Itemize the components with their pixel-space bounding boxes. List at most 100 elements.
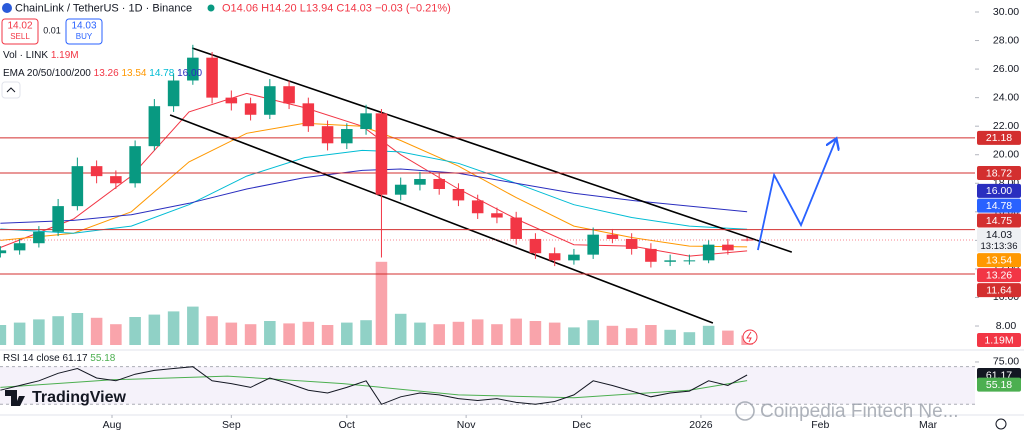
x-tick-label: Dec	[572, 419, 591, 431]
candle-body	[360, 113, 372, 130]
candle-body	[206, 57, 218, 98]
ema-value: 16.00	[177, 68, 202, 79]
watermark: Coinpedia Fintech Ne...	[760, 401, 959, 422]
price-tag-label: 13.26	[986, 269, 1012, 281]
volume-bar	[433, 324, 445, 345]
volume-bar	[225, 322, 238, 345]
y-tick-label: 28.00	[993, 34, 1019, 46]
ohlc-legend: O14.06 H14.20 L13.94 C14.03 −0.03 (−0.21…	[222, 2, 451, 14]
candle-body	[510, 217, 522, 239]
x-tick-label: Oct	[339, 419, 355, 431]
candle-body	[283, 86, 295, 104]
candle-body	[244, 103, 257, 115]
price-tag-label: 18.72	[986, 167, 1012, 179]
y-tick-label: 20.00	[993, 149, 1019, 161]
settings-icon[interactable]	[995, 418, 1007, 430]
volume-bar	[90, 317, 103, 345]
candle-body	[568, 254, 580, 261]
candle-body	[625, 238, 638, 249]
projection-path	[757, 140, 836, 251]
buy-label: BUY	[76, 32, 93, 41]
volume-bar	[302, 321, 315, 345]
volume-bar	[13, 322, 26, 345]
price-tag-label: 14.78	[986, 200, 1012, 212]
event-icon[interactable]	[742, 329, 758, 345]
price-tag-label: 16.00	[986, 185, 1012, 197]
volume-title: Vol · LINK	[3, 50, 48, 61]
symbol-title: ChainLink / TetherUS · 1D · Binance	[15, 2, 192, 14]
candle-body	[13, 243, 26, 251]
candle-body	[148, 106, 161, 147]
rsi-band-fill	[0, 366, 975, 405]
x-tick-label: 2026	[689, 419, 713, 431]
volume-tag-label: 1.19M	[984, 334, 1013, 346]
y-tick-label: 24.00	[993, 91, 1019, 103]
buy-button[interactable]	[65, 18, 103, 45]
volume-tag	[977, 333, 1021, 347]
open: O14.06	[222, 2, 258, 14]
price-tag-label: 14.75	[986, 215, 1012, 227]
price-tag	[977, 228, 1021, 253]
volume-bar	[167, 311, 180, 345]
candle-body	[645, 248, 657, 262]
candle-body	[264, 86, 276, 115]
rsi-ma-line	[0, 375, 748, 399]
rsi-value: 61.17	[62, 353, 87, 364]
volume-bar	[722, 330, 734, 345]
candle-body	[664, 260, 676, 262]
channel-line	[169, 114, 714, 324]
ema-legend: EMA 20/50/100/200 13.26 13.54 14.78 16.0…	[3, 68, 203, 79]
volume-bar	[360, 320, 372, 345]
price-tag-label: 11.64	[986, 284, 1012, 296]
volume-bar	[33, 319, 45, 345]
candle-body	[702, 244, 715, 261]
volume-bar	[471, 319, 484, 345]
volume-bar	[283, 323, 295, 345]
x-tick-label: Sep	[222, 419, 241, 431]
price-tag	[977, 283, 1021, 298]
volume-bar	[606, 325, 619, 345]
price-tag-label: 13.54	[986, 254, 1012, 266]
volume-bar	[129, 317, 141, 345]
volume-bar	[548, 322, 561, 345]
volume-bar	[664, 329, 676, 345]
ema-value: 13.54	[121, 68, 146, 79]
candle-body	[90, 166, 103, 177]
ema-line	[0, 92, 748, 257]
sell-button[interactable]	[1, 18, 39, 45]
sell-price: 14.02	[7, 21, 32, 32]
volume-bar	[510, 318, 522, 345]
volume-bar	[341, 322, 353, 345]
volume-bar	[244, 324, 257, 345]
candle-body	[129, 146, 141, 184]
y-tick-label: 26.00	[993, 63, 1019, 75]
volume-bar	[625, 328, 638, 345]
rsi-line	[0, 366, 748, 405]
x-tick-label: Aug	[103, 419, 122, 431]
volume-bar	[491, 324, 503, 345]
rsi-ma-tag-label: 55.18	[986, 379, 1012, 391]
volume-bar	[587, 320, 599, 345]
volume-bar	[529, 321, 542, 345]
volume-bar	[321, 325, 334, 345]
volume-bar	[394, 313, 407, 345]
y-tick-label: 8.00	[996, 320, 1017, 332]
collapse-button[interactable]	[1, 81, 21, 99]
volume-bar	[52, 316, 64, 345]
collapse-icon	[6, 87, 16, 93]
volume-legend: Vol · LINK 1.19M	[3, 50, 79, 61]
candle-body	[302, 103, 315, 127]
close: C14.03	[336, 2, 371, 14]
logo-icon	[5, 390, 25, 406]
candle-body	[187, 57, 199, 81]
rsi-ma-tag	[977, 377, 1021, 392]
channel-line	[191, 47, 793, 253]
price-tag	[977, 253, 1021, 268]
volume-bar	[71, 313, 84, 345]
candle-body	[722, 244, 734, 251]
candle-body	[341, 129, 353, 144]
volume-bar	[206, 316, 218, 345]
candle-body	[452, 188, 465, 201]
volume-bar	[414, 322, 426, 345]
